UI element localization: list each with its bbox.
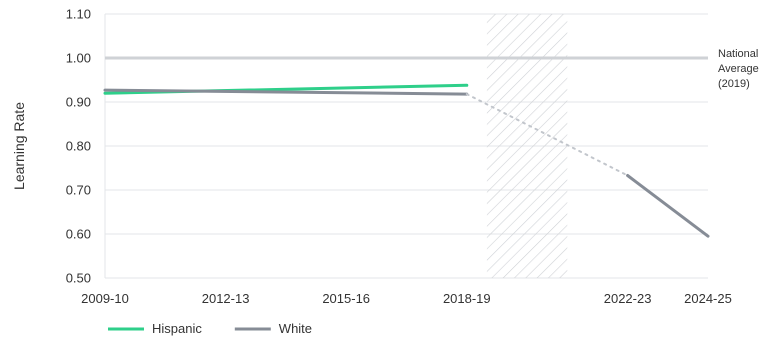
hatched-gap xyxy=(486,14,568,278)
x-tick-label: 2009-10 xyxy=(81,291,129,306)
y-tick-label: 0.80 xyxy=(66,139,91,154)
hatched-region xyxy=(486,14,568,278)
y-tick-label: 1.10 xyxy=(66,7,91,22)
series-lines xyxy=(103,83,710,238)
y-tick-label: 1.00 xyxy=(66,51,91,66)
national-average-reference: National Average (2019) xyxy=(105,48,759,90)
legend-label: Hispanic xyxy=(152,321,202,336)
legend-label: White xyxy=(279,321,312,336)
y-tick-label: 0.70 xyxy=(66,183,91,198)
series-line-projection xyxy=(465,93,629,177)
legend: Hispanic White xyxy=(108,321,312,336)
series-line-white xyxy=(103,88,469,96)
x-tick-label: 2024-25 xyxy=(684,291,732,306)
y-tick-label: 0.50 xyxy=(66,271,91,286)
y-tick-label: 0.90 xyxy=(66,95,91,110)
grid xyxy=(104,13,708,279)
x-tick-label: 2015-16 xyxy=(322,291,370,306)
y-axis-ticks: 1.10 1.00 0.90 0.80 0.70 0.60 0.50 xyxy=(66,7,91,286)
x-tick-label: 2018-19 xyxy=(443,291,491,306)
x-tick-label: 2012-13 xyxy=(202,291,250,306)
national-average-label: (2019) xyxy=(718,78,750,90)
y-axis-label: Learning Rate xyxy=(11,102,27,190)
y-tick-label: 0.60 xyxy=(66,227,91,242)
series-line-segment-3 xyxy=(626,174,710,238)
x-tick-label: 2022-23 xyxy=(604,291,652,306)
national-average-label: National xyxy=(718,48,758,60)
national-average-label: Average xyxy=(718,63,759,75)
x-axis-ticks: 2009-10 2012-13 2015-16 2018-19 2022-23 2024-… xyxy=(81,291,732,306)
